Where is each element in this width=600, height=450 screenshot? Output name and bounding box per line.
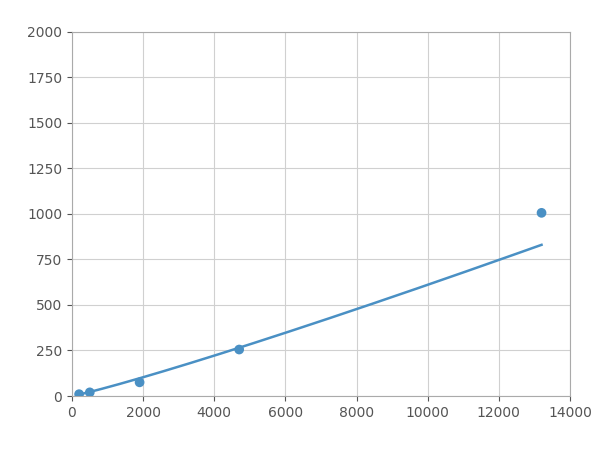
Point — [74, 391, 84, 398]
Point — [85, 389, 95, 396]
Point — [135, 379, 145, 386]
Point — [235, 346, 244, 353]
Point — [537, 209, 547, 216]
